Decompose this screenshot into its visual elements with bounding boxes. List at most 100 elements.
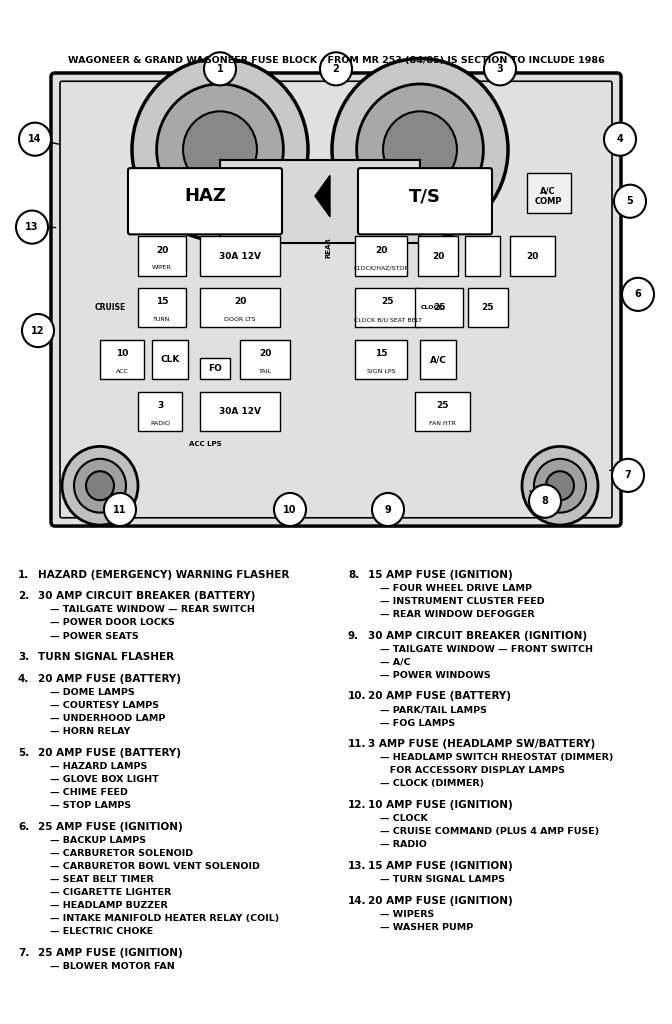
Text: 4: 4 [617, 134, 624, 144]
Circle shape [614, 184, 646, 218]
Bar [138, 237, 186, 275]
Text: 20: 20 [375, 246, 387, 255]
Text: 20: 20 [156, 246, 168, 255]
Text: 20: 20 [259, 349, 271, 358]
Text: 15: 15 [156, 297, 168, 306]
Text: 30A 12V: 30A 12V [219, 407, 261, 416]
Text: 13: 13 [26, 222, 39, 232]
Text: FO: FO [208, 365, 222, 374]
Bar [200, 288, 280, 328]
Text: 4.: 4. [18, 674, 30, 684]
Text: — FOUR WHEEL DRIVE LAMP: — FOUR WHEEL DRIVE LAMP [380, 584, 532, 593]
Circle shape [157, 84, 284, 215]
Text: 6.: 6. [18, 822, 30, 831]
Circle shape [534, 459, 586, 513]
Text: CLOCK/HAZ/STOP: CLOCK/HAZ/STOP [353, 265, 409, 270]
Text: 20 AMP FUSE (BATTERY): 20 AMP FUSE (BATTERY) [38, 674, 181, 684]
Text: 1.: 1. [18, 569, 30, 580]
Text: REAR: REAR [325, 238, 331, 258]
Text: — HAZARD LAMPS: — HAZARD LAMPS [50, 762, 147, 771]
Text: — HEADLAMP SWITCH RHEOSTAT (DIMMER): — HEADLAMP SWITCH RHEOSTAT (DIMMER) [380, 754, 614, 762]
Text: 5.: 5. [18, 748, 30, 758]
Circle shape [22, 314, 54, 347]
Circle shape [357, 84, 483, 215]
FancyBboxPatch shape [51, 73, 621, 526]
Bar [200, 237, 280, 275]
Text: 20: 20 [432, 252, 444, 260]
Text: 25: 25 [436, 400, 449, 410]
Circle shape [320, 52, 352, 85]
Text: 15: 15 [375, 349, 387, 358]
Text: — TAILGATE WINDOW — FRONT SWITCH: — TAILGATE WINDOW — FRONT SWITCH [380, 644, 593, 653]
Text: 1: 1 [216, 63, 223, 74]
Circle shape [183, 112, 257, 187]
Polygon shape [315, 175, 330, 217]
Text: — BLOWER MOTOR FAN: — BLOWER MOTOR FAN [50, 962, 175, 971]
Bar [355, 340, 407, 379]
Text: RADIO: RADIO [150, 421, 170, 426]
Text: — POWER WINDOWS: — POWER WINDOWS [380, 671, 491, 680]
Text: — SEAT BELT TIMER: — SEAT BELT TIMER [50, 876, 154, 884]
Text: — UNDERHOOD LAMP: — UNDERHOOD LAMP [50, 714, 165, 723]
Text: 25: 25 [381, 297, 394, 306]
Circle shape [132, 58, 308, 241]
Circle shape [622, 278, 654, 311]
Bar [200, 391, 280, 431]
Text: 14.: 14. [348, 896, 367, 906]
Bar [465, 237, 500, 275]
Text: — HEADLAMP BUZZER: — HEADLAMP BUZZER [50, 901, 168, 910]
Text: CRUISE: CRUISE [94, 303, 126, 312]
Text: 2: 2 [333, 63, 339, 74]
Text: 25 AMP FUSE (IGNITION): 25 AMP FUSE (IGNITION) [38, 822, 183, 831]
Bar [415, 288, 463, 328]
Text: 12: 12 [32, 326, 45, 336]
Text: 25: 25 [482, 303, 494, 312]
Text: 3.: 3. [18, 652, 30, 663]
Text: — HORN RELAY: — HORN RELAY [50, 727, 130, 736]
Text: ACC LPS: ACC LPS [189, 441, 221, 447]
Text: HAZ: HAZ [184, 187, 226, 205]
Text: — CIGARETTE LIGHTER: — CIGARETTE LIGHTER [50, 888, 171, 897]
Text: — ELECTRIC CHOKE: — ELECTRIC CHOKE [50, 928, 153, 936]
Text: CLK: CLK [161, 355, 179, 364]
Bar [355, 237, 407, 275]
Text: 2.: 2. [18, 592, 30, 601]
Text: — TURN SIGNAL LAMPS: — TURN SIGNAL LAMPS [380, 876, 505, 884]
Circle shape [16, 211, 48, 244]
Bar [138, 391, 182, 431]
Bar [240, 340, 290, 379]
Text: T/S: T/S [409, 187, 441, 205]
Circle shape [104, 493, 136, 526]
Text: — INSTRUMENT CLUSTER FEED: — INSTRUMENT CLUSTER FEED [380, 597, 544, 606]
Text: A/C: A/C [429, 355, 446, 364]
Bar [152, 340, 188, 379]
Text: 30 AMP CIRCUIT BREAKER (BATTERY): 30 AMP CIRCUIT BREAKER (BATTERY) [38, 592, 255, 601]
Circle shape [484, 52, 516, 85]
Text: — TAILGATE WINDOW — REAR SWITCH: — TAILGATE WINDOW — REAR SWITCH [50, 605, 255, 614]
Text: 5: 5 [626, 197, 634, 206]
Circle shape [19, 123, 51, 156]
Text: 3: 3 [157, 400, 163, 410]
Circle shape [332, 58, 508, 241]
Text: — POWER DOOR LOCKS: — POWER DOOR LOCKS [50, 618, 175, 628]
Text: TURN SIGNAL FLASHER: TURN SIGNAL FLASHER [38, 652, 174, 663]
Circle shape [383, 112, 457, 187]
Text: WIPER: WIPER [152, 265, 172, 270]
Text: — CHIME FEED: — CHIME FEED [50, 788, 128, 797]
FancyBboxPatch shape [527, 173, 571, 213]
Bar [415, 391, 470, 431]
Bar [510, 237, 555, 275]
Text: 6: 6 [634, 290, 641, 299]
Circle shape [522, 446, 598, 525]
Text: — REAR WINDOW DEFOGGER: — REAR WINDOW DEFOGGER [380, 609, 535, 618]
Bar [200, 358, 230, 379]
Text: — INTAKE MANIFOLD HEATER RELAY (COIL): — INTAKE MANIFOLD HEATER RELAY (COIL) [50, 914, 280, 924]
Text: 9: 9 [384, 505, 391, 514]
Circle shape [604, 123, 636, 156]
Circle shape [372, 493, 404, 526]
Text: — POWER SEATS: — POWER SEATS [50, 632, 138, 641]
Text: 20 AMP FUSE (BATTERY): 20 AMP FUSE (BATTERY) [368, 691, 511, 701]
Text: — BACKUP LAMPS: — BACKUP LAMPS [50, 836, 146, 845]
Text: TURN: TURN [153, 317, 171, 323]
Bar [355, 288, 420, 328]
